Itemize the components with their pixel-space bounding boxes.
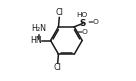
Text: Cl: Cl: [55, 8, 63, 17]
Text: HN: HN: [30, 36, 42, 45]
Text: H₂N: H₂N: [32, 24, 47, 33]
Text: Cl: Cl: [54, 64, 62, 72]
Text: =O: =O: [88, 19, 100, 25]
Text: =O: =O: [76, 29, 88, 35]
Text: S: S: [79, 19, 86, 28]
Text: HO: HO: [76, 12, 88, 17]
